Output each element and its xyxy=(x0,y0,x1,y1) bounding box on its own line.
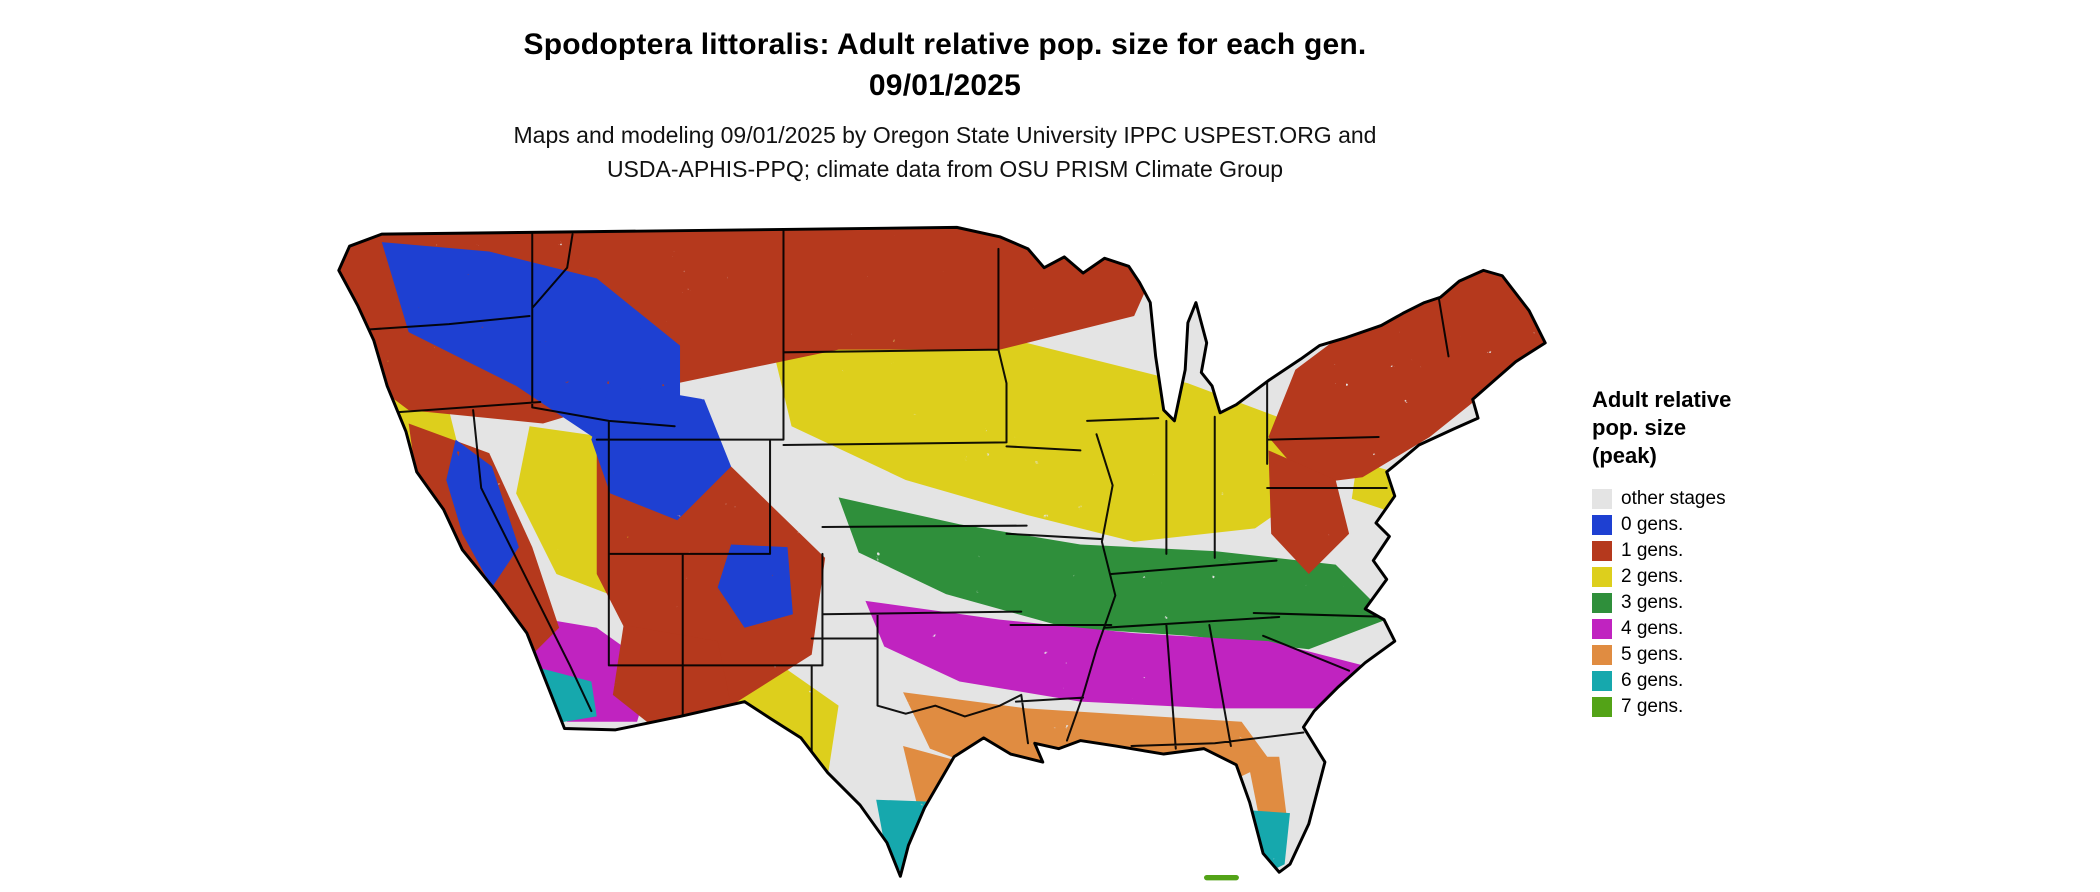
legend-swatch-other-stages xyxy=(1592,489,1612,509)
legend-label-2-gens: 2 gens. xyxy=(1621,566,1684,587)
legend-item-4-gens: 4 gens. xyxy=(1592,616,1852,642)
map-legend: Adult relative pop. size (peak) other st… xyxy=(1592,386,1852,720)
us-outline xyxy=(337,225,1547,878)
legend-item-0-gens: 0 gens. xyxy=(1592,512,1852,538)
legend-title: Adult relative pop. size (peak) xyxy=(1592,386,1852,470)
legend-label-7-gens: 7 gens. xyxy=(1621,696,1684,717)
legend-swatch-1-gens xyxy=(1592,541,1612,561)
subtitle-line-2: USDA-APHIS-PPQ; climate data from OSU PR… xyxy=(606,156,1284,182)
legend-label-other-stages: other stages xyxy=(1621,488,1726,509)
legend-item-7-gens: 7 gens. xyxy=(1592,694,1852,720)
legend-swatch-4-gens xyxy=(1592,619,1612,639)
legend-item-1-gens: 1 gens. xyxy=(1592,538,1852,564)
legend-swatch-7-gens xyxy=(1592,697,1612,717)
legend-items: other stages 0 gens. 1 gens. 2 gens. 3 g… xyxy=(1592,486,1852,720)
map-svg xyxy=(337,225,1547,881)
region-7-gens xyxy=(1203,874,1239,881)
region-0-gens xyxy=(381,242,793,628)
legend-title-line-2: pop. size xyxy=(1592,415,1687,440)
legend-swatch-6-gens xyxy=(1592,671,1612,691)
legend-swatch-2-gens xyxy=(1592,567,1612,587)
legend-label-3-gens: 3 gens. xyxy=(1621,592,1684,613)
legend-label-1-gens: 1 gens. xyxy=(1621,540,1684,561)
us-generations-map xyxy=(328,222,1552,883)
state-borders xyxy=(367,227,1450,780)
legend-item-5-gens: 5 gens. xyxy=(1592,642,1852,668)
legend-title-line-3: (peak) xyxy=(1592,443,1657,468)
title-line-2: 09/01/2025 xyxy=(868,69,1022,102)
legend-swatch-0-gens xyxy=(1592,515,1612,535)
legend-swatch-5-gens xyxy=(1592,645,1612,665)
legend-item-other-stages: other stages xyxy=(1592,486,1852,512)
title-line-1: Spodoptera littoralis: Adult relative po… xyxy=(523,28,1367,61)
figure-subtitle: Maps and modeling 09/01/2025 by Oregon S… xyxy=(0,118,1890,186)
legend-label-6-gens: 6 gens. xyxy=(1621,670,1684,691)
legend-label-0-gens: 0 gens. xyxy=(1621,514,1684,535)
legend-title-line-1: Adult relative xyxy=(1592,387,1732,412)
legend-item-2-gens: 2 gens. xyxy=(1592,564,1852,590)
legend-label-4-gens: 4 gens. xyxy=(1621,618,1684,639)
legend-label-5-gens: 5 gens. xyxy=(1621,644,1684,665)
legend-item-3-gens: 3 gens. xyxy=(1592,590,1852,616)
legend-item-6-gens: 6 gens. xyxy=(1592,668,1852,694)
figure-title: Spodoptera littoralis: Adult relative po… xyxy=(0,24,1890,106)
legend-swatch-3-gens xyxy=(1592,593,1612,613)
subtitle-line-1: Maps and modeling 09/01/2025 by Oregon S… xyxy=(513,122,1377,148)
